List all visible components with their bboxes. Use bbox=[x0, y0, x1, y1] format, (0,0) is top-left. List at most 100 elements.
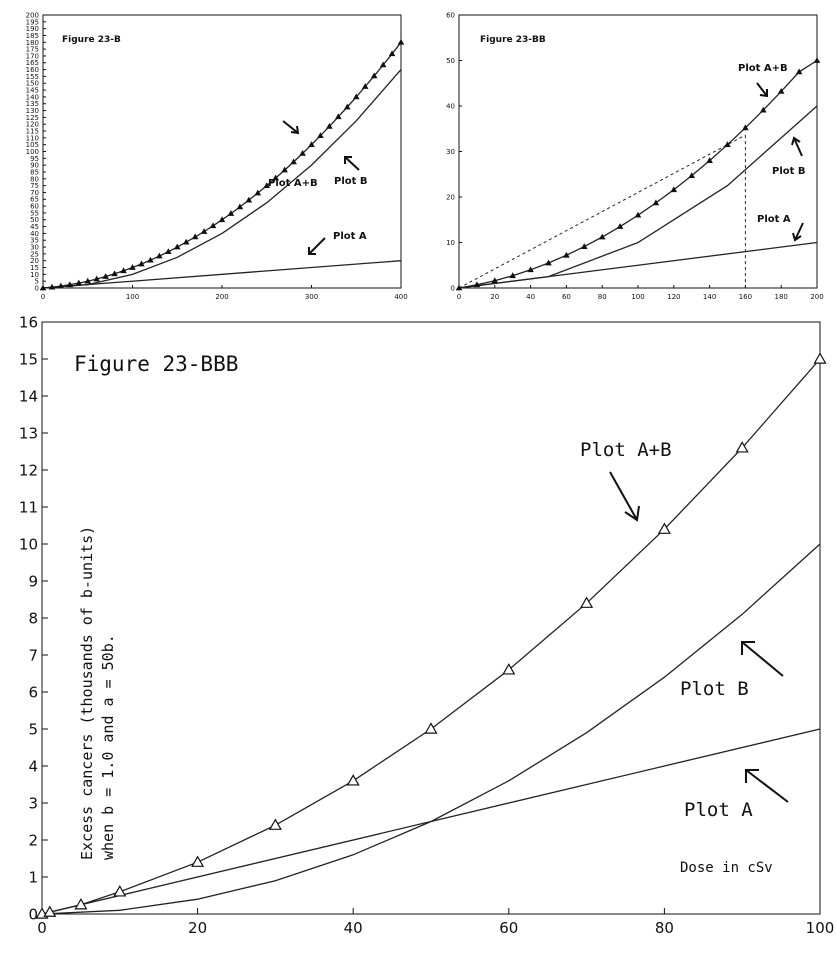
x-tick-label: 120 bbox=[667, 293, 680, 301]
data-point-plot-a-plus-b bbox=[245, 196, 253, 203]
arrowhead-plot-a-plus-b bbox=[290, 125, 300, 135]
y-tick-label: 150 bbox=[26, 80, 39, 88]
x-tick-label: 100 bbox=[806, 919, 835, 937]
data-point-plot-a-plus-b bbox=[113, 885, 127, 897]
data-point-plot-a-plus-b bbox=[397, 38, 405, 45]
y-tick-label: 3 bbox=[28, 794, 38, 812]
x-tick-label: 60 bbox=[562, 293, 571, 301]
y-tick-label: 185 bbox=[26, 32, 39, 40]
data-point-plot-a-plus-b bbox=[652, 199, 660, 206]
series-line-plot-a-plus-b bbox=[42, 41, 402, 289]
data-point-plot-a-plus-b bbox=[581, 243, 588, 249]
data-point-plot-a-plus-b bbox=[147, 256, 154, 263]
series-line-plot-b bbox=[42, 69, 402, 289]
data-point-plot-a-plus-b bbox=[173, 243, 181, 250]
data-point-plot-a-plus-b bbox=[509, 272, 516, 279]
y-axis-ticks: 0 10 20 30 40 50 60 bbox=[446, 11, 462, 292]
x-tick-label: 0 bbox=[457, 293, 461, 301]
x-tick-label: 80 bbox=[655, 919, 674, 937]
data-point-plot-a-plus-b bbox=[735, 441, 749, 453]
y-tick-label: 190 bbox=[26, 25, 39, 33]
y-tick-label: 95 bbox=[30, 155, 39, 163]
y-tick-label: 10 bbox=[19, 535, 38, 553]
y-tick-label: 200 bbox=[26, 11, 39, 19]
y-tick-label: 100 bbox=[26, 148, 39, 156]
x-tick-label: 140 bbox=[703, 293, 716, 301]
data-point-plot-a-plus-b bbox=[335, 113, 342, 120]
plot-frame bbox=[458, 14, 818, 289]
data-point-plot-a-plus-b bbox=[120, 267, 127, 274]
y-tick-label: 60 bbox=[30, 203, 39, 211]
y-tick-label: 9 bbox=[28, 572, 38, 590]
data-point-plot-a-plus-b bbox=[74, 898, 88, 910]
data-point-plot-a-plus-b bbox=[491, 277, 499, 284]
data-point-plot-a-plus-b bbox=[182, 238, 190, 245]
arrowhead-plot-b bbox=[741, 641, 755, 655]
y-tick-label: 70 bbox=[30, 189, 39, 197]
y-tick-label: 1 bbox=[28, 868, 38, 886]
data-point-plot-a-plus-b bbox=[795, 68, 803, 75]
data-point-plot-a-plus-b bbox=[352, 93, 360, 100]
data-point-plot-a-plus-b bbox=[657, 522, 671, 534]
x-axis-ticks: 0 20 40 60 80 100 bbox=[37, 908, 834, 937]
data-point-plot-a-plus-b bbox=[138, 260, 145, 267]
x-tick-label: 300 bbox=[305, 293, 318, 301]
data-point-plot-a-plus-b bbox=[346, 774, 360, 786]
data-point-plot-a-plus-b bbox=[84, 277, 92, 284]
x-tick-label: 40 bbox=[344, 919, 363, 937]
annotation-plot-b: Plot B bbox=[334, 176, 368, 187]
y-tick-label: 140 bbox=[26, 93, 39, 101]
data-point-plot-a-plus-b bbox=[209, 222, 217, 229]
chart-title: Figure 23-BB bbox=[480, 35, 546, 45]
x-tick-label: 100 bbox=[126, 293, 139, 301]
data-point-plot-a-plus-b bbox=[93, 275, 100, 282]
data-point-plot-a-plus-b bbox=[634, 211, 642, 218]
y-tick-label: 10 bbox=[30, 271, 39, 279]
arrowhead-plot-b bbox=[344, 156, 352, 164]
series-line-plot-a bbox=[42, 260, 402, 289]
y-tick-label: 8 bbox=[28, 609, 38, 627]
y-tick-label: 175 bbox=[26, 46, 39, 54]
data-point-plot-a-plus-b bbox=[688, 172, 695, 178]
y-tick-label: 160 bbox=[26, 66, 39, 74]
data-point-plot-a-plus-b bbox=[57, 282, 65, 289]
data-point-plot-a-plus-b bbox=[268, 818, 282, 830]
y-axis-label-line-2: when b = 1.0 and a = 50b. bbox=[99, 634, 117, 860]
x-tick-label: 20 bbox=[188, 919, 207, 937]
annotation-plot-a: Plot A bbox=[684, 799, 753, 821]
data-point-plot-a-plus-b bbox=[191, 233, 199, 240]
data-point-plot-a-plus-b bbox=[670, 186, 678, 193]
dashed-guide-lines bbox=[458, 134, 746, 289]
y-tick-label: 4 bbox=[28, 757, 38, 775]
y-tick-label: 115 bbox=[26, 127, 39, 135]
data-point-plot-a-plus-b bbox=[129, 264, 136, 270]
x-tick-label: 100 bbox=[631, 293, 644, 301]
y-tick-label: 75 bbox=[30, 182, 39, 190]
data-point-plot-a-plus-b bbox=[813, 352, 827, 364]
y-tick-label: 130 bbox=[26, 107, 39, 115]
y-tick-label: 180 bbox=[26, 39, 39, 47]
series-line-plot-a-plus-b bbox=[41, 358, 821, 915]
x-tick-label: 180 bbox=[775, 293, 788, 301]
y-axis-ticks: 0510152025303540455055606570758085909510… bbox=[26, 11, 46, 292]
data-point-plot-a-plus-b bbox=[598, 233, 606, 240]
data-point-plot-a-plus-b bbox=[777, 88, 785, 94]
arrow-plot-b bbox=[344, 156, 360, 171]
data-point-plot-a-plus-b bbox=[254, 189, 262, 196]
arrow-plot-a-plus-b bbox=[282, 120, 299, 134]
arrowhead-plot-a-plus-b bbox=[759, 89, 768, 98]
data-point-plot-a-plus-b bbox=[48, 283, 56, 290]
y-tick-label: 30 bbox=[446, 148, 455, 156]
data-point-plot-a-plus-b bbox=[473, 281, 481, 288]
data-point-plot-a-plus-b bbox=[290, 158, 297, 165]
data-point-plot-a-plus-b bbox=[424, 722, 438, 734]
data-point-plot-a-plus-b bbox=[706, 157, 713, 163]
arrow-plot-b bbox=[793, 137, 803, 157]
data-point-plot-a-plus-b bbox=[308, 141, 315, 148]
arrowhead-plot-a-plus-b bbox=[624, 505, 640, 522]
data-point-plot-a-plus-b bbox=[563, 251, 570, 258]
annotation-plot-a-plus-b: Plot A+B bbox=[738, 63, 788, 74]
y-tick-label: 125 bbox=[26, 114, 39, 122]
y-tick-label: 10 bbox=[446, 239, 455, 247]
